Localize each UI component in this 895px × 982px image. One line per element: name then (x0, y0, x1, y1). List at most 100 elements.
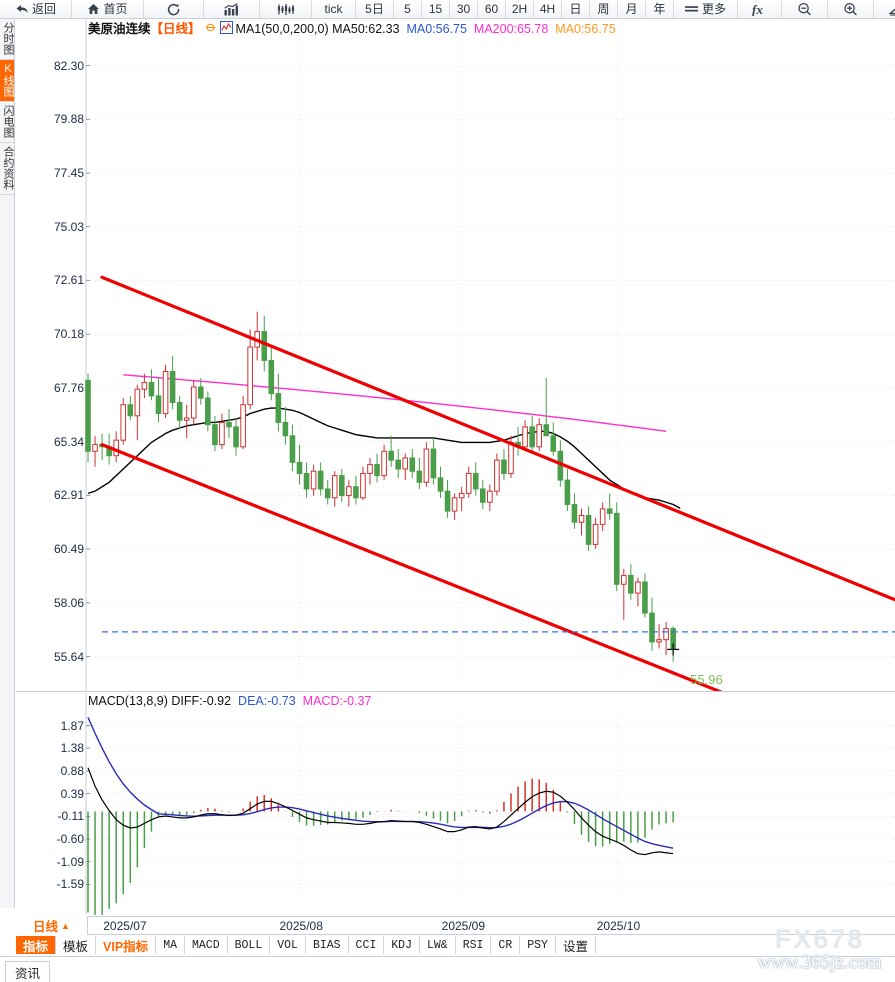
indicator-tab-vip[interactable]: VIP指标 (96, 936, 157, 954)
candle-body (543, 424, 550, 437)
candle-body (430, 448, 437, 479)
pencil-icon (888, 7, 895, 16)
refresh-icon (167, 3, 179, 15)
toolbar-candle-type-button[interactable] (260, 0, 312, 18)
indicator-tab-label: BIAS (312, 938, 341, 952)
toolbar-week-label: 周 (597, 2, 610, 16)
bar-chart-icon (223, 2, 238, 15)
caret-up-icon: ▲ (61, 920, 70, 931)
period-badge[interactable]: 日线 ▲ (16, 916, 88, 935)
indicator-tab-bias[interactable]: BIAS (305, 936, 349, 954)
candle-body (402, 457, 409, 470)
trendline-upper[interactable] (100, 275, 895, 602)
candle-body (226, 421, 232, 428)
candlestick-icon (277, 3, 295, 16)
price-y-tick-label: 67.76 (53, 380, 84, 395)
toolbar-m30-button[interactable]: 30 (450, 0, 478, 18)
toolbar-h4-button[interactable]: 4H (534, 0, 562, 18)
indicator-tab-macd[interactable]: MACD (185, 936, 228, 954)
candle-body (494, 459, 500, 492)
sidebar-item-kline[interactable]: K线图 (0, 60, 14, 102)
candle-body (127, 404, 134, 417)
toolbar-h2-button[interactable]: 2H (506, 0, 534, 18)
candle-body (606, 508, 613, 514)
date-axis: 2025/07 2025/08 2025/09 2025/10 (16, 916, 895, 935)
toolbar-fx-button[interactable]: fx (738, 0, 782, 18)
candle-body (296, 461, 303, 474)
sidebar-item-lightning[interactable]: 闪电图 (0, 102, 14, 143)
toolbar-month-button[interactable]: 月 (618, 0, 646, 18)
sidebar-item-timeshare[interactable]: 分时图 (0, 19, 14, 60)
toolbar-year-button[interactable]: 年 (646, 0, 674, 18)
toolbar-zoom-in-button[interactable] (828, 0, 874, 18)
candle-body (592, 523, 599, 545)
sidebar-item-contract[interactable]: 合约资料 (0, 143, 14, 195)
macd-y-tick-label: 1.87 (60, 718, 84, 733)
toolbar-refresh-button[interactable] (144, 0, 204, 18)
settings-gear-icon[interactable] (205, 22, 216, 37)
toolbar-home-label: 首页 (103, 2, 128, 16)
candle-body (346, 486, 352, 497)
candle-body (367, 464, 373, 474)
trendline-lower[interactable] (100, 443, 895, 692)
indicator-tab-label: RSI (462, 938, 484, 952)
indicator-tab-boll[interactable]: BOLL (227, 936, 271, 954)
indicator-tab-cci[interactable]: CCI (348, 936, 385, 954)
toolbar-back-button[interactable]: 返回 (0, 0, 72, 18)
candle-body (508, 441, 514, 474)
ma0-blue-value: MA0:56.75 (406, 22, 467, 36)
top-toolbar: 返回 首页 tick 5日 5 15 30 60 2H 4H 日 周 月 年 更多 fx (0, 0, 895, 19)
indicator-tab-kdj[interactable]: KDJ (384, 936, 420, 954)
indicator-tab-label: VIP指标 (103, 939, 149, 954)
indicator-tab-vol[interactable]: VOL (270, 936, 306, 954)
candle-body (205, 397, 211, 426)
price-y-tick-label: 75.03 (53, 219, 84, 234)
candle-body (275, 393, 282, 423)
price-chart-pane[interactable]: 82.30 79.88 77.45 75.03 72.61 70.18 67.76 65.34… (16, 19, 895, 692)
candle-body (388, 450, 394, 461)
toolbar-m5-button[interactable]: 5 (394, 0, 422, 18)
indicator-chart-icon[interactable] (219, 21, 233, 38)
toolbar-day-button[interactable]: 日 (562, 0, 590, 18)
candle-body (529, 426, 535, 448)
candle-body (219, 421, 225, 446)
indicator-tab-muban[interactable]: 模板 (56, 936, 97, 954)
indicator-tab-cr[interactable]: CR (491, 936, 521, 954)
price-y-tick-label: 60.49 (53, 542, 84, 556)
ma200-value: MA200:65.78 (473, 22, 549, 36)
hamburger-icon (684, 6, 698, 12)
indicator-tab-bar: 指标 模板 VIP指标 MA MACD BOLL VOL BIAS CCI KDJ LW& RSI CR… (16, 936, 895, 955)
toolbar-m30-label: 30 (456, 2, 471, 16)
indicator-tab-lwr[interactable]: LW& (419, 936, 456, 954)
tab-news[interactable]: 资讯 (5, 961, 51, 982)
toolbar-day-label: 日 (569, 2, 582, 16)
toolbar-m15-label: 15 (428, 2, 443, 16)
macd-chart-canvas[interactable] (16, 693, 895, 915)
toolbar-tick-button[interactable]: tick (312, 0, 356, 18)
candle-body (585, 515, 592, 545)
toolbar-5d-button[interactable]: 5日 (356, 0, 394, 18)
candle-body (522, 426, 528, 448)
toolbar-chart-type-button[interactable] (204, 0, 260, 18)
price-chart-canvas[interactable] (16, 19, 895, 692)
toolbar-week-button[interactable]: 周 (590, 0, 618, 18)
toolbar-more-button[interactable]: 更多 (674, 0, 738, 18)
toolbar-m15-button[interactable]: 15 (422, 0, 450, 18)
indicator-tab-label: 指标 (23, 939, 49, 954)
toolbar-m60-button[interactable]: 60 (478, 0, 506, 18)
date-axis-tick-label: 2025/09 (441, 919, 486, 933)
toolbar-draw-button[interactable] (874, 0, 895, 18)
date-axis-tick-label: 2025/08 (279, 919, 323, 933)
toolbar-home-button[interactable]: 首页 (72, 0, 144, 18)
indicator-tab-rsi[interactable]: RSI (455, 936, 492, 954)
indicator-tab-psy[interactable]: PSY (520, 936, 556, 954)
toolbar-zoom-out-button[interactable] (782, 0, 828, 18)
indicator-tab-shezhi[interactable]: 设置 (555, 936, 596, 954)
indicator-tab-ma[interactable]: MA (156, 936, 185, 954)
candle-body (656, 639, 662, 643)
indicator-tab-zhibiao[interactable]: 指标 (16, 936, 57, 954)
zoom-in-icon (844, 2, 857, 16)
candle-body (536, 424, 543, 448)
macd-chart-pane[interactable]: 1.87 1.38 0.88 0.39 -0.11 -0.60 -1.09 -1.59 MAC… (16, 693, 895, 915)
